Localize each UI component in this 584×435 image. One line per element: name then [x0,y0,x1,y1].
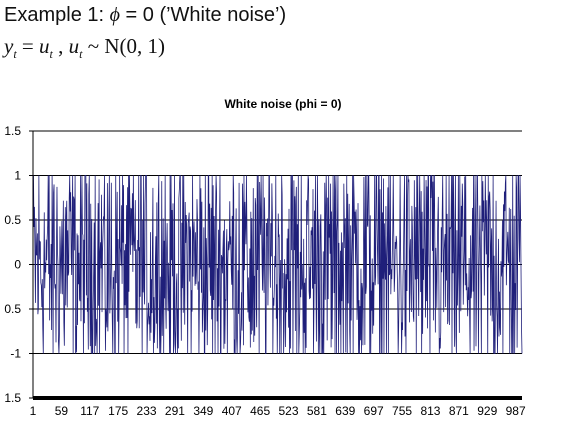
phi-symbol: ϕ [109,4,120,26]
formula-u2-subscript: t [79,47,83,62]
x-tick-label-2: 117 [80,404,99,418]
y-tick-label-0: 1.5 [4,124,21,138]
chart-title: White noise (phi = 0) [224,97,341,111]
formula-distribution: ~ N(0, 1) [82,34,165,58]
formula-y-subscript: t [13,47,17,62]
heading-prefix: Example 1: [4,4,110,26]
y-tick-label-2: 0.5 [4,213,21,227]
formula-u: u [39,34,50,58]
x-tick-label-9: 523 [278,404,298,418]
x-tick-label-13: 755 [392,404,412,418]
x-tick-label-10: 581 [307,404,327,418]
x-tick-label-14: 813 [420,404,440,418]
x-tick-labels: 1 59 117 175 233 291 349 407 465 523 581 639 697 755 8… [30,404,526,418]
y-tick-label-3: 0 [14,258,21,272]
x-tick-label-7: 407 [222,404,242,418]
x-tick-label-6: 349 [193,404,213,418]
y-tick-label-1: 1 [14,169,21,183]
x-tick-label-8: 465 [250,404,270,418]
example-heading: Example 1: ϕ = 0 (’White noise’) [4,4,286,27]
x-tick-label-12: 697 [364,404,384,418]
x-tick-label-16: 929 [477,404,497,418]
y-tick-label-4: 0.5 [4,302,21,316]
heading-suffix: = 0 (’White noise’) [119,4,287,26]
y-tick-label-6: 1.5 [4,391,21,405]
x-tick-label-11: 639 [335,404,355,418]
series-group [32,174,523,354]
x-tick-label-17: 987 [506,404,526,418]
formula-u2: u [68,34,80,58]
formula-separator: , [52,34,69,58]
y-tick-label-5: -1 [10,347,21,361]
x-tick-label-4: 233 [137,404,157,418]
model-formula: yt = ut , ut ~ N(0, 1) [4,34,165,62]
x-tick-label-15: 871 [449,404,469,418]
x-tick-label-3: 175 [108,404,128,418]
y-tick-labels: 1.5 1 0.5 0 0.5 -1 1.5 [4,124,33,405]
x-tick-label-0: 1 [30,404,37,418]
x-tick-label-1: 59 [55,404,69,418]
x-tick-label-5: 291 [165,404,185,418]
formula-y: y [4,34,14,58]
formula-u-subscript: t [49,47,53,62]
formula-equals: = [16,34,40,58]
white-noise-chart: White noise (phi = 0) 1.5 1 0.5 0 0.5 -1 1.5 1… [4,97,526,418]
series-line-white-noise [32,174,523,354]
